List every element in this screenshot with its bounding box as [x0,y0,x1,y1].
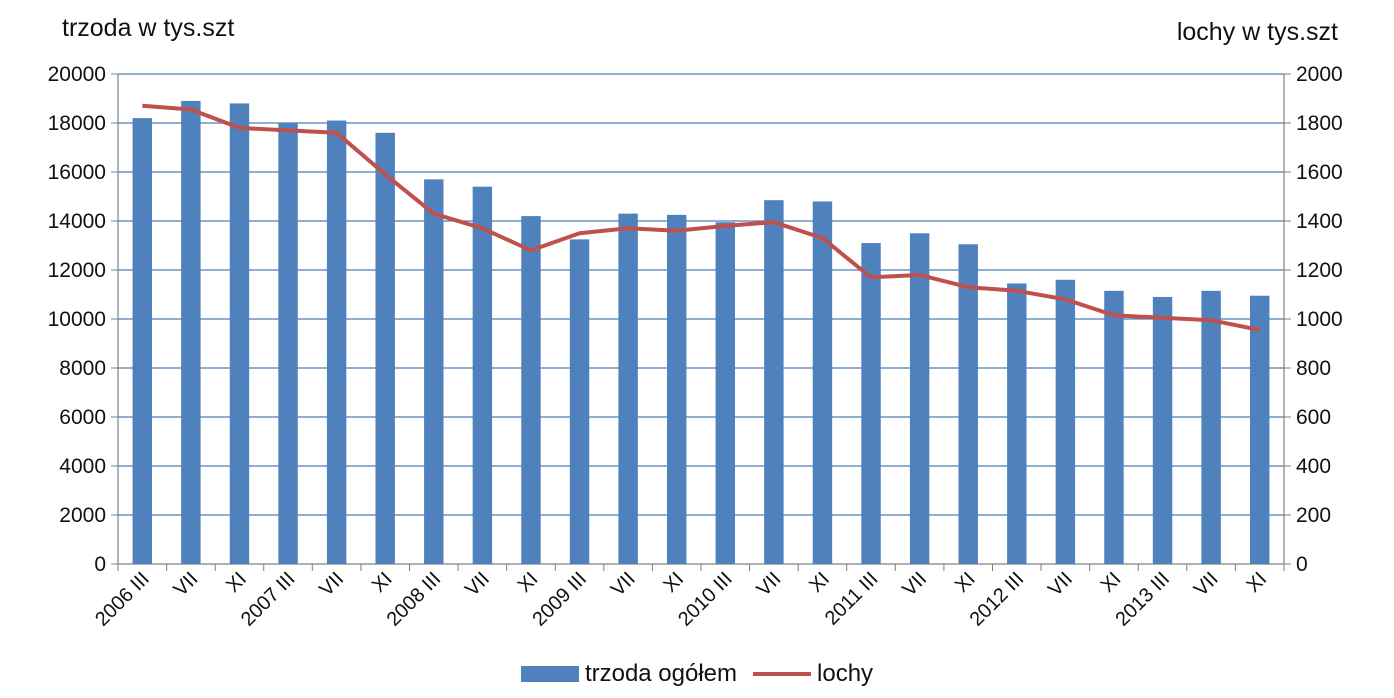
bar [375,132,395,565]
bar [666,214,687,564]
bar [1007,283,1027,564]
bar [812,201,833,564]
right-axis-tick-label: 400 [1296,455,1331,478]
x-axis-category-label: VII [898,568,931,601]
x-axis-category-label: 2011 III [821,568,883,630]
x-axis-category-label: XI [222,568,251,597]
legend-swatch-bar [520,666,579,682]
legend-item-trzoda: trzoda ogółem [520,660,738,688]
bar [326,120,347,565]
x-axis-category-label: VII [170,568,203,601]
bar [764,200,784,565]
bar [181,100,201,564]
bar [229,103,250,565]
right-axis-tick-label: 800 [1296,357,1331,380]
left-axis-title: trzoda w tys.szt [62,14,235,42]
legend-item-lochy: lochy [753,660,873,688]
left-axis-tick-label: 6000 [59,406,106,429]
lochy-line [142,103,1261,332]
x-axis-category-label: 2006 III [91,568,154,631]
legend-label-trzoda: trzoda ogółem [584,660,738,687]
x-axis-category-label: 2012 III [966,568,1029,631]
x-axis-category-label: XI [514,568,543,597]
bar [1201,290,1221,564]
right-axis-tick-label: 200 [1296,504,1331,527]
bar [618,213,638,564]
bar [1249,295,1270,564]
right-axis-title: lochy w tys.szt [1176,18,1338,46]
left-axis-tick-label: 2000 [59,504,106,527]
x-axis-category-label: XI [1242,568,1271,597]
x-axis-category-label: XI [805,568,834,597]
x-axis-category-label: VII [607,568,640,601]
right-axis-tick-label: 1800 [1296,112,1343,135]
bar [861,243,881,565]
legend: trzoda ogółem lochy [0,660,1394,688]
bar [958,244,978,564]
x-axis-category-label: XI [1097,568,1126,597]
x-axis-category-label: VII [461,568,494,601]
x-axis-category-label: VII [315,568,348,601]
right-axis-tick-label: 1600 [1296,161,1343,184]
bar [909,233,930,564]
right-axis-tick-label: 1400 [1296,210,1343,233]
right-axis-tick-label: 1000 [1296,308,1343,331]
bar [424,179,444,564]
x-axis-category-label: 2008 III [383,568,446,631]
left-axis-tick-label: 14000 [48,210,106,233]
bar [1152,296,1173,564]
bar [569,239,590,564]
x-axis-category-label: 2010 III [674,568,737,631]
bar [278,123,298,564]
x-axis-category-label: XI [659,568,688,597]
x-axis-category-label: 2007 III [237,568,300,631]
right-axis-tick-label: 0 [1296,553,1308,576]
left-axis-tick-label: 8000 [59,357,106,380]
x-axis-category-label: 2013 III [1111,568,1174,631]
right-axis-tick-label: 600 [1296,406,1331,429]
x-axis-category-label: XI [951,568,980,597]
left-axis-tick-label: 10000 [48,308,106,331]
bar [1104,290,1124,564]
left-axis-tick-label: 0 [94,553,106,576]
left-axis-tick-label: 18000 [48,112,106,135]
bar [472,186,493,564]
left-axis-tick-label: 12000 [48,259,106,282]
legend-swatch-line [753,672,812,676]
left-axis-tick-label: 20000 [48,63,106,86]
x-axis-category-label: XI [368,568,397,597]
x-axis-category-label: VII [1044,568,1077,601]
left-axis-tick-label: 4000 [59,455,106,478]
x-axis-category-label: VII [753,568,786,601]
bar [1055,279,1076,564]
x-axis-category-label: VII [1190,568,1223,601]
right-axis-tick-label: 2000 [1296,63,1343,86]
chart-canvas: 0200040006000800010000120001400016000180… [48,63,1343,631]
right-axis-tick-label: 1200 [1296,259,1343,282]
legend-label-lochy: lochy [817,660,874,687]
bar [715,222,736,564]
bar [521,216,541,564]
bar [132,118,153,564]
x-axis-category-label: 2009 III [528,568,591,631]
left-axis-tick-label: 16000 [48,161,106,184]
